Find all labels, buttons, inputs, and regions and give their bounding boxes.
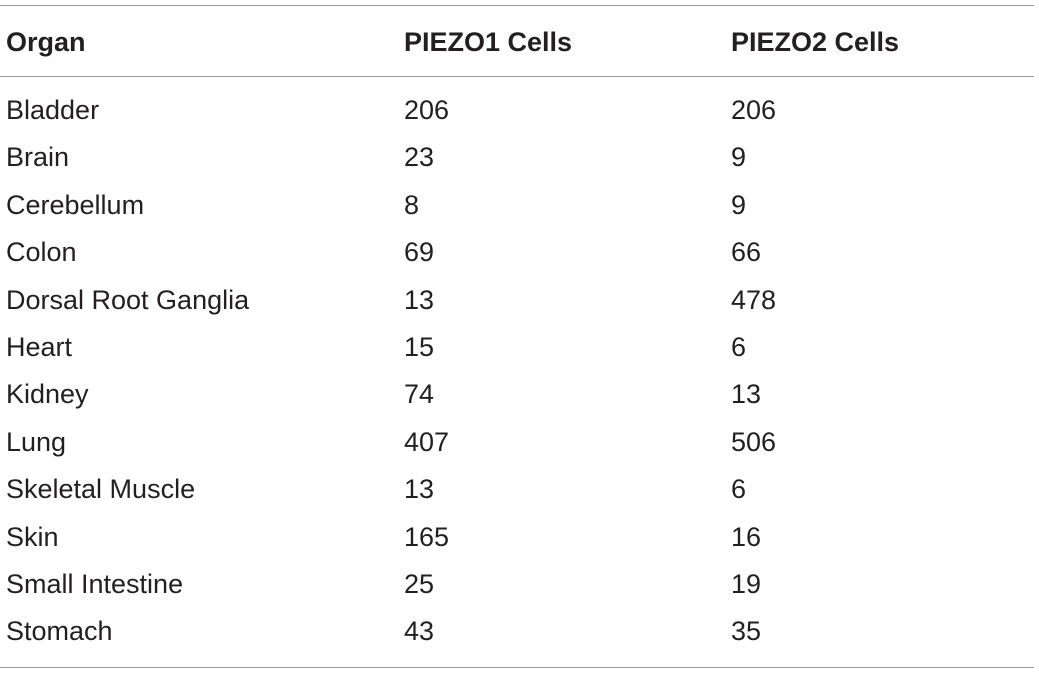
table-row: Bladder 206 206 bbox=[0, 92, 1034, 139]
table-top-rule bbox=[0, 5, 1034, 6]
piezo2-cell: 9 bbox=[731, 189, 747, 220]
table-header: Organ PIEZO1 Cells PIEZO2 Cells bbox=[0, 24, 1034, 60]
table-header-rule bbox=[0, 76, 1034, 77]
organ-cell: Colon bbox=[6, 237, 77, 268]
piezo1-cell: 25 bbox=[404, 568, 435, 599]
table-row: Skin 165 16 bbox=[0, 519, 1034, 566]
piezo2-cell: 13 bbox=[731, 379, 762, 410]
piezo2-cell: 506 bbox=[731, 426, 777, 457]
piezo2-cell: 19 bbox=[731, 568, 762, 599]
piezo2-cell: 35 bbox=[731, 616, 762, 647]
organ-cell: Heart bbox=[6, 331, 73, 362]
piezo2-cell: 478 bbox=[731, 284, 777, 315]
table-bottom-rule bbox=[0, 667, 1034, 668]
organ-cell: Small Intestine bbox=[6, 568, 184, 599]
organ-cell: Lung bbox=[6, 426, 67, 457]
column-header-piezo2-cells: PIEZO2 Cells bbox=[731, 27, 900, 57]
piezo2-cell: 6 bbox=[731, 474, 747, 505]
piezo2-cell: 66 bbox=[731, 237, 762, 268]
piezo1-cell: 15 bbox=[404, 331, 435, 362]
piezo1-cell: 8 bbox=[404, 189, 420, 220]
table-row: Heart 15 6 bbox=[0, 329, 1034, 376]
piezo1-cell: 69 bbox=[404, 237, 435, 268]
table-row: Kidney 74 13 bbox=[0, 376, 1034, 423]
piezo2-cell: 16 bbox=[731, 521, 762, 552]
piezo1-cell: 206 bbox=[404, 95, 450, 125]
table-row: Skeletal Muscle 13 6 bbox=[0, 471, 1034, 518]
table-row: Lung 407 506 bbox=[0, 424, 1034, 471]
organ-cell: Cerebellum bbox=[6, 189, 145, 220]
piezo1-cell: 23 bbox=[404, 142, 435, 173]
organ-cell: Bladder bbox=[6, 95, 100, 125]
piezo1-cell: 13 bbox=[404, 284, 435, 315]
organ-cell: Skin bbox=[6, 521, 59, 552]
table-body: Bladder 206 206 Brain 23 9 Cerebellum 8 … bbox=[0, 92, 1034, 661]
piezo2-cell: 206 bbox=[731, 95, 777, 125]
piezo1-cell: 13 bbox=[404, 474, 435, 505]
table-row: Dorsal Root Ganglia 13 478 bbox=[0, 282, 1034, 329]
piezo1-cell: 74 bbox=[404, 379, 435, 410]
table-row: Stomach 43 35 bbox=[0, 613, 1034, 660]
table-row: Brain 23 9 bbox=[0, 139, 1034, 186]
piezo2-cell: 9 bbox=[731, 142, 747, 173]
piezo1-cell: 407 bbox=[404, 426, 450, 457]
organ-cell: Dorsal Root Ganglia bbox=[6, 284, 250, 315]
table-row: Colon 69 66 bbox=[0, 234, 1034, 281]
table-row: Small Intestine 25 19 bbox=[0, 566, 1034, 613]
piezo1-cell: 43 bbox=[404, 616, 435, 647]
column-header-piezo1-cells: PIEZO1 Cells bbox=[404, 27, 573, 57]
organ-cell: Kidney bbox=[6, 379, 89, 410]
piezo2-cell: 6 bbox=[731, 331, 747, 362]
column-header-organ: Organ bbox=[6, 27, 86, 57]
organ-cell: Stomach bbox=[6, 616, 113, 647]
table-row: Cerebellum 8 9 bbox=[0, 187, 1034, 234]
organ-cell: Skeletal Muscle bbox=[6, 474, 196, 505]
piezo1-cell: 165 bbox=[404, 521, 450, 552]
organ-cell: Brain bbox=[6, 142, 70, 173]
